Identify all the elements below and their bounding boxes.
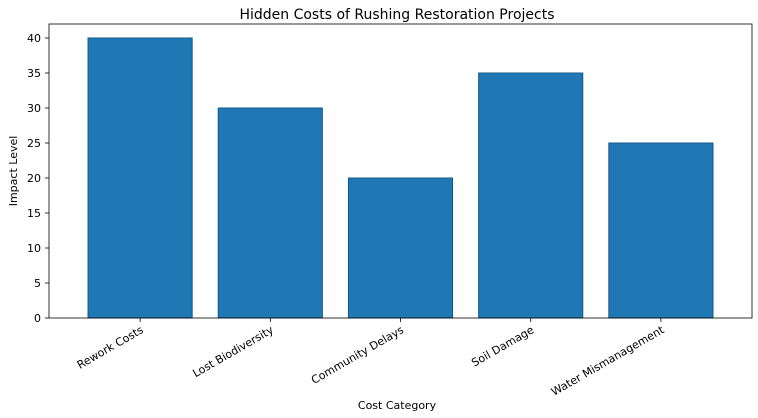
x-tick-label: Lost Biodiversity: [190, 323, 276, 380]
x-tick-label: Soil Damage: [469, 323, 536, 369]
x-axis-label: Cost Category: [358, 399, 437, 412]
y-tick-label: 5: [34, 277, 41, 290]
bar-2: [347, 177, 454, 319]
bars-layer: [87, 37, 714, 319]
y-axis: 0 5 10 15 20 25 30 35 40: [27, 32, 49, 325]
y-tick-label: 10: [27, 242, 41, 255]
y-tick-label: 15: [27, 207, 41, 220]
y-tick-label: 20: [27, 172, 41, 185]
x-axis: Rework Costs Lost Biodiversity Community D…: [75, 318, 667, 399]
y-tick-label: 25: [27, 137, 41, 150]
y-tick-label: 0: [34, 312, 41, 325]
x-tick-label: Rework Costs: [75, 323, 146, 372]
x-tick-label: Community Delays: [309, 323, 406, 387]
bar-4: [608, 142, 714, 319]
chart-title: Hidden Costs of Rushing Restoration Proj…: [239, 7, 554, 23]
y-tick-label: 30: [27, 102, 41, 115]
y-tick-label: 35: [27, 67, 41, 80]
y-axis-label: Impact Level: [7, 136, 20, 207]
bar-1: [217, 107, 323, 319]
x-tick-label: Water Mismanagement: [549, 323, 667, 399]
bar-3: [478, 72, 584, 319]
bar-0: [87, 37, 193, 319]
y-tick-label: 40: [27, 32, 41, 45]
